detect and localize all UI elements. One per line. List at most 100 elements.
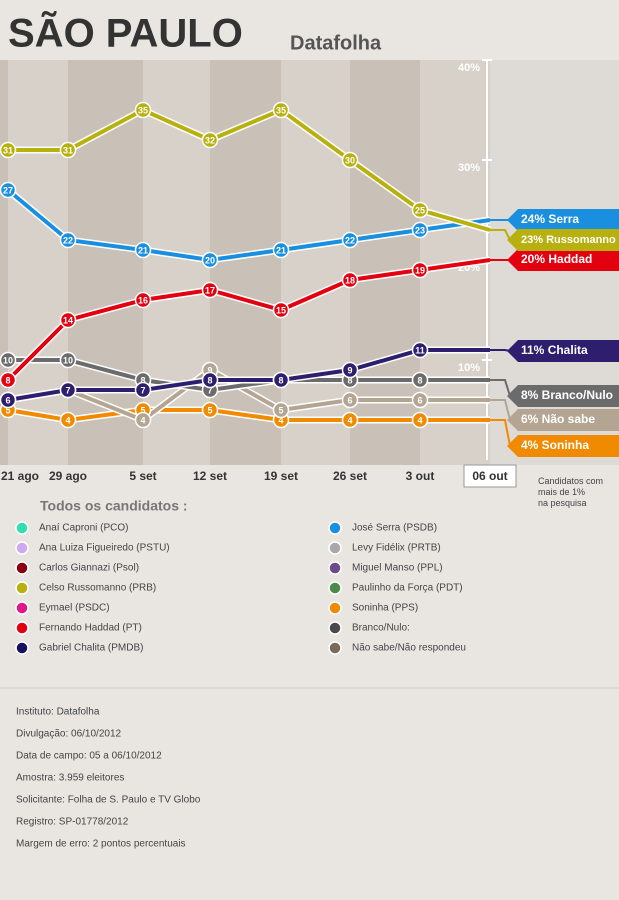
- point-label: 21: [276, 245, 286, 255]
- y-tick-label: 30%: [458, 162, 480, 174]
- point-label: 22: [345, 235, 355, 245]
- connector: [490, 229, 511, 241]
- legend-swatch: [328, 621, 342, 635]
- point-label: 16: [138, 295, 148, 305]
- legend-label: Paulinho da Força (PDT): [352, 583, 463, 594]
- point-label: 27: [3, 185, 13, 195]
- band: [281, 60, 350, 465]
- point-label: 7: [140, 385, 145, 395]
- end-box: [507, 340, 619, 362]
- band: [8, 60, 68, 465]
- series-line: [6, 258, 491, 382]
- point-label: 17: [205, 285, 215, 295]
- band: [350, 60, 420, 465]
- info-line: Divulgação: 06/10/2012: [16, 729, 122, 740]
- point: [411, 341, 429, 359]
- point-label: 18: [345, 275, 355, 285]
- x-tick-label: 5 set: [129, 469, 156, 483]
- title: SÃO PAULO: [8, 10, 243, 56]
- point: [272, 241, 290, 259]
- point: [0, 391, 17, 409]
- point: [201, 251, 219, 269]
- legend-label: Branco/Nulo:: [352, 623, 410, 634]
- legend-label: Anaí Caproni (PCO): [39, 523, 128, 534]
- point-label: 19: [415, 265, 425, 275]
- point: [201, 401, 219, 419]
- point-label: 8: [347, 375, 352, 385]
- end-box: [507, 229, 619, 251]
- point-label: 21: [138, 245, 148, 255]
- legend-swatch: [15, 641, 29, 655]
- point: [134, 411, 152, 429]
- point-label: 11: [415, 345, 425, 355]
- point-label: 10: [3, 355, 13, 365]
- legend-swatch: [15, 561, 29, 575]
- legend-label: Ana Luiza Figueiredo (PSTU): [39, 543, 170, 554]
- point: [341, 271, 359, 289]
- x-tick-label: 19 set: [264, 469, 298, 483]
- point: [59, 411, 77, 429]
- point-label: 31: [3, 145, 13, 155]
- legend-swatch: [328, 581, 342, 595]
- legend-label: Miguel Manso (PPL): [352, 563, 443, 574]
- x-tick-label: 06 out: [472, 469, 507, 483]
- legend-label: Carlos Giannazi (Psol): [39, 563, 139, 574]
- series-line: [8, 107, 491, 232]
- series-line: [8, 358, 490, 393]
- subtitle: Datafolha: [290, 32, 382, 54]
- point: [341, 391, 359, 409]
- point-label: 6: [347, 395, 352, 405]
- end-box: [507, 209, 619, 231]
- point-label: 9: [207, 365, 212, 375]
- point: [0, 181, 17, 199]
- point-label: 7: [207, 385, 212, 395]
- y-tick-label: 40%: [458, 62, 480, 74]
- point: [411, 221, 429, 239]
- point: [134, 241, 152, 259]
- legend-swatch: [328, 641, 342, 655]
- end-box: [507, 249, 619, 271]
- point: [411, 201, 429, 219]
- end-box: [507, 385, 619, 407]
- legend-label: Eymael (PSDC): [39, 603, 110, 614]
- point-label: 4: [278, 415, 283, 425]
- point: [341, 361, 359, 379]
- legend-swatch: [15, 541, 29, 555]
- info-line: Amostra: 3.959 eleitores: [16, 773, 124, 784]
- point-label: 6: [417, 395, 422, 405]
- point: [272, 401, 290, 419]
- point: [134, 381, 152, 399]
- end-label: 8% Branco/Nulo: [521, 388, 613, 402]
- point-label: 6: [5, 395, 10, 405]
- info-line: Instituto: Datafolha: [16, 707, 100, 718]
- point-label: 8: [5, 375, 10, 385]
- end-label: 23% Russomanno: [521, 234, 616, 246]
- info-line: Margem de erro: 2 pontos percentuais: [16, 839, 186, 850]
- point-label: 8: [140, 375, 145, 385]
- point: [272, 301, 290, 319]
- point-label: 4: [65, 415, 70, 425]
- point-label: 10: [63, 355, 73, 365]
- series-line: [6, 188, 491, 263]
- series-line: [7, 408, 490, 423]
- point-label: 4: [417, 415, 422, 425]
- point: [341, 411, 359, 429]
- y-tick-label: 10%: [458, 362, 480, 374]
- point: [59, 381, 77, 399]
- x-tick-label: 3 out: [406, 469, 435, 483]
- point-label: 5: [207, 405, 212, 415]
- point-label: 8: [207, 375, 212, 385]
- point-label: 20: [205, 255, 215, 265]
- band: [0, 60, 8, 465]
- point-label: 9: [347, 365, 352, 375]
- point: [201, 281, 219, 299]
- point-label: 5: [140, 405, 145, 415]
- legend-title: Todos os candidatos :: [40, 498, 188, 514]
- point: [411, 391, 429, 409]
- point: [59, 141, 77, 159]
- point-label: 31: [63, 145, 73, 155]
- point: [201, 131, 219, 149]
- connector: [490, 379, 511, 397]
- end-label: 6% Não sabe: [521, 412, 595, 426]
- point-label: 8: [417, 375, 422, 385]
